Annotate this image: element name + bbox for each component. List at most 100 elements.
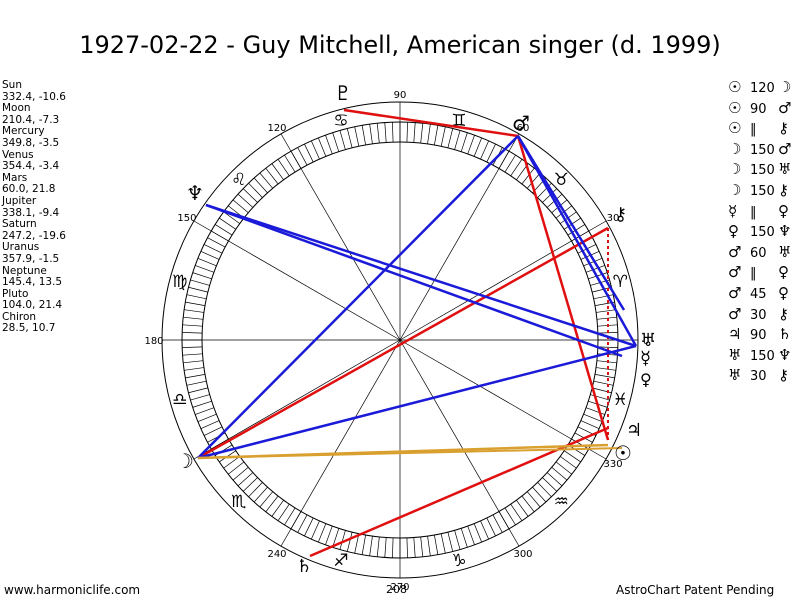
spoke	[399, 133, 520, 341]
degree-tick	[596, 367, 616, 371]
degree-tick	[182, 353, 203, 356]
degree-tick	[460, 528, 468, 548]
aspect-list: ☉ 120 ☽ ☉ 90 ♂ ☉ ‖ ⚷ ☽ 150 ♂ ☽ 150 ♅ ☽ 150 ⚷ ☿ ‖ ♀ ♀ 150 ♆ ♂ 60 ♅ ♂…	[728, 78, 798, 387]
degree-tick	[583, 258, 603, 267]
degree-tick	[361, 125, 366, 146]
footer-degree: 208	[386, 583, 407, 596]
degree-tick	[492, 514, 503, 533]
degree-tick	[186, 380, 207, 386]
degree-label: 240	[267, 549, 286, 560]
degree-tick	[248, 182, 263, 198]
degree-tick	[420, 123, 424, 144]
planet-coords: 104.0, 21.4	[2, 299, 63, 312]
degree-tick	[242, 477, 258, 492]
aspect-planet-1: ☿	[728, 201, 738, 220]
degree-tick	[532, 486, 547, 503]
aspect-row: ☉ 90 ♂	[728, 99, 798, 120]
aspect-planet-2: ⚷	[778, 366, 789, 385]
degree-tick	[203, 426, 223, 436]
degree-tick	[186, 294, 207, 300]
aspect-planet-1: ♂	[728, 283, 742, 302]
degree-label: 120	[267, 123, 286, 134]
degree-tick	[332, 528, 340, 548]
footer-website[interactable]: www.harmoniclife.com	[4, 583, 141, 597]
aspect-line	[197, 447, 623, 459]
degree-tick	[227, 461, 245, 475]
degree-tick	[182, 324, 203, 327]
aspect-row: ☽ 150 ⚷	[728, 181, 798, 202]
degree-tick	[454, 530, 461, 550]
degree-tick	[265, 495, 279, 513]
planet-name: Jupiter	[2, 194, 37, 207]
aspect-line	[343, 108, 519, 138]
aspect-symbol: 60	[750, 245, 767, 261]
degree-tick	[195, 407, 215, 415]
aspect-planet-2: ♂	[778, 139, 792, 158]
degree-tick	[376, 123, 380, 144]
aspect-planet-2: ☽	[778, 78, 792, 96]
degree-tick	[527, 491, 541, 508]
zodiac-sign: ♎	[172, 390, 187, 410]
degree-tick	[384, 537, 387, 558]
degree-tick	[304, 143, 314, 163]
aspect-symbol: 90	[750, 328, 767, 344]
degree-tick	[339, 530, 346, 550]
degree-tick	[223, 456, 241, 469]
degree-tick	[480, 520, 489, 540]
aspect-planet-1: ☽	[728, 180, 742, 199]
venus-glyph: ♀	[640, 370, 652, 389]
aspect-row: ♅ 30 ⚷	[728, 366, 798, 387]
chiron-glyph: ⚷	[614, 204, 627, 225]
aspect-symbol: 150	[750, 348, 775, 364]
degree-label: 60	[517, 123, 530, 134]
degree-tick	[346, 532, 353, 552]
degree-tick	[454, 130, 461, 150]
degree-tick	[207, 237, 226, 248]
degree-tick	[325, 525, 333, 545]
aspect-planet-1: ☉	[728, 78, 742, 96]
degree-tick	[214, 224, 233, 236]
degree-tick	[190, 279, 210, 286]
aspect-row: ☉ ‖ ⚷	[728, 119, 798, 140]
aspect-planet-1: ☉	[728, 98, 742, 117]
degree-tick	[188, 387, 208, 394]
degree-tick	[542, 477, 558, 492]
degree-tick	[434, 125, 439, 146]
degree-tick	[232, 467, 249, 481]
degree-tick	[585, 407, 605, 415]
aspect-planet-2: ♆	[778, 345, 792, 364]
jupiter-glyph: ♃	[626, 420, 642, 441]
degree-tick	[427, 124, 431, 144]
degree-label: 150	[177, 213, 196, 224]
degree-tick	[596, 309, 616, 313]
degree-tick	[304, 517, 314, 537]
degree-tick	[447, 532, 454, 552]
zodiac-sign: ♍	[172, 272, 187, 292]
aspect-symbol: 90	[750, 101, 767, 117]
degree-tick	[197, 413, 217, 422]
degree-tick	[277, 503, 290, 521]
degree-tick	[200, 420, 220, 429]
degree-tick	[420, 536, 424, 557]
degree-tick	[392, 537, 394, 558]
degree-tick	[248, 482, 263, 498]
degree-tick	[253, 486, 268, 503]
aspect-row: ♂ 60 ♅	[728, 243, 798, 264]
degree-tick	[537, 482, 552, 498]
degree-tick	[413, 122, 416, 143]
planet-name: Venus	[2, 148, 34, 161]
zodiac-sign: ♈	[613, 272, 628, 292]
degree-tick	[195, 265, 215, 273]
degree-tick	[237, 193, 254, 208]
degree-tick	[182, 346, 203, 348]
degree-tick	[297, 514, 308, 533]
degree-tick	[546, 472, 563, 487]
spokes	[162, 102, 638, 578]
degree-tick	[332, 132, 340, 152]
aspect-symbol: 30	[750, 369, 767, 385]
degree-tick	[406, 122, 408, 143]
degree-tick	[192, 272, 212, 280]
degree-tick	[480, 140, 489, 160]
aspect-symbol: 150	[750, 163, 775, 179]
